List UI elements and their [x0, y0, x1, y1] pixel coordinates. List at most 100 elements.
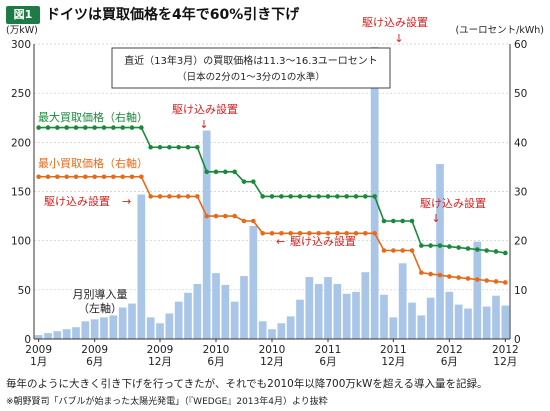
line-point — [167, 144, 172, 150]
surge-label-1: 駆け込み設置 — [44, 194, 110, 208]
line-point — [223, 213, 228, 219]
line-point — [45, 174, 51, 180]
line-point — [73, 125, 79, 130]
bar — [137, 194, 146, 339]
line-point — [428, 243, 433, 248]
right-tick-label: 20 — [514, 236, 527, 248]
right-tick-label: 10 — [514, 285, 527, 297]
bar — [165, 313, 174, 339]
line-point — [204, 169, 209, 175]
line-point — [381, 218, 387, 224]
line-point — [232, 213, 237, 219]
bar — [128, 303, 136, 339]
left-tick-label: 100 — [11, 236, 31, 248]
line-point — [129, 174, 135, 180]
bar — [202, 130, 211, 339]
line-point — [83, 125, 88, 130]
bar — [146, 317, 155, 339]
bar — [408, 302, 416, 339]
left-tick-label: 250 — [11, 88, 31, 100]
line-point — [204, 213, 209, 219]
line-point — [195, 194, 200, 199]
line-point — [148, 144, 153, 150]
bar — [361, 272, 370, 339]
bar — [389, 317, 398, 339]
line-point — [241, 218, 247, 224]
bar — [62, 329, 71, 339]
line-point — [157, 194, 163, 199]
bar — [44, 333, 52, 339]
bar — [53, 331, 62, 339]
line-point — [493, 249, 499, 254]
bar — [454, 304, 463, 339]
line-point — [223, 169, 228, 175]
line-point — [279, 230, 284, 236]
line-point — [185, 194, 191, 199]
line-point — [297, 194, 303, 199]
left-tick-label: 150 — [11, 187, 31, 199]
info-box-line1: 直近（13年3月）の買取価格は11.3〜16.3ユーロセント — [124, 54, 378, 67]
bar — [342, 293, 351, 339]
line-point — [409, 248, 415, 253]
line-point — [111, 174, 116, 180]
right-tick-label: 40 — [514, 137, 527, 149]
line-point — [419, 243, 424, 248]
line-point — [232, 169, 237, 175]
bar — [174, 301, 183, 339]
bar — [100, 317, 108, 339]
surge-arrow-1: → — [122, 195, 131, 208]
line-point — [55, 174, 60, 180]
surge-label-5: 駆け込み設置 — [420, 196, 486, 210]
line-point — [344, 230, 349, 236]
bar — [156, 323, 164, 339]
bar — [473, 241, 482, 339]
line-point — [36, 125, 41, 130]
line-point — [437, 243, 443, 248]
line-point — [73, 174, 79, 180]
bar — [333, 283, 342, 339]
line-point — [391, 218, 396, 224]
line-point — [120, 174, 125, 180]
line-point — [316, 194, 321, 199]
x-tick-label: 2009 6月 — [81, 344, 108, 368]
info-box-line2: （日本の2分の1〜3分の1の水準） — [177, 71, 325, 83]
right-axis-unit: (ユーロセント/kWh) — [455, 25, 544, 36]
bar — [426, 297, 435, 339]
line-point — [456, 275, 461, 280]
left-tick-label: 0 — [24, 334, 31, 346]
bar — [118, 307, 127, 339]
bar — [314, 283, 323, 339]
monthly-installs-label: 月別導入量（左軸） — [73, 287, 128, 315]
line-point — [92, 174, 97, 180]
bar — [482, 306, 491, 339]
line-point — [176, 194, 181, 199]
line-point — [372, 230, 377, 236]
bar — [286, 316, 295, 339]
line-point — [363, 230, 368, 236]
bar — [492, 295, 500, 339]
line-point — [157, 144, 163, 150]
bar — [90, 319, 99, 339]
bar — [305, 277, 314, 339]
line-point — [465, 246, 471, 251]
line-point — [251, 179, 256, 184]
surge-label-2: 駆け込み設置 — [172, 102, 238, 116]
line-point — [456, 245, 461, 250]
line-point — [297, 230, 303, 236]
line-point — [45, 125, 51, 130]
bar — [240, 276, 248, 339]
bar — [436, 163, 444, 339]
x-tick-label: 2009 12月 — [147, 344, 174, 368]
line-point — [55, 125, 60, 130]
line-point — [503, 280, 508, 285]
bar — [184, 292, 192, 339]
line-point — [120, 125, 125, 130]
line-point — [260, 230, 265, 236]
line-point — [167, 194, 172, 199]
bar — [501, 305, 510, 339]
bar — [81, 321, 90, 339]
left-tick-label: 300 — [11, 39, 31, 51]
line-point — [484, 278, 489, 283]
figure-badge: 図1 — [6, 6, 40, 24]
surge-arrow-3: ← — [276, 235, 285, 248]
